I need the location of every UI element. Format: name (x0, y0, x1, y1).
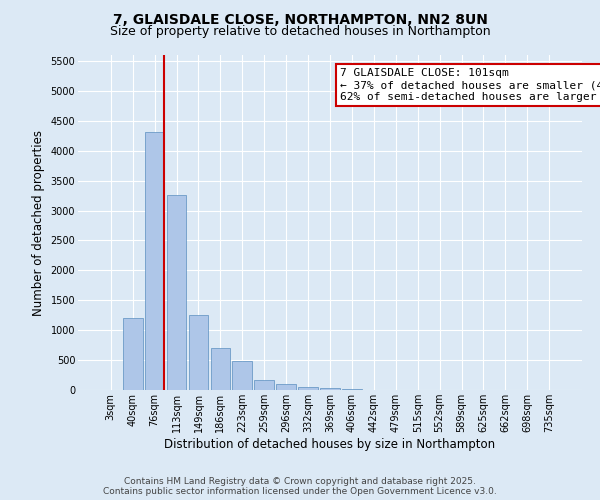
Bar (276, 384, 296, 390)
Bar (145, 132, 164, 390)
Text: Contains HM Land Registry data © Crown copyright and database right 2025.
Contai: Contains HM Land Registry data © Crown c… (103, 476, 497, 496)
Text: 7 GLAISDALE CLOSE: 101sqm
← 37% of detached houses are smaller (4,066)
62% of se: 7 GLAISDALE CLOSE: 101sqm ← 37% of detac… (340, 68, 600, 102)
Bar (167, 195, 187, 390)
Text: Size of property relative to detached houses in Northampton: Size of property relative to detached ho… (110, 25, 490, 38)
Bar (298, 386, 318, 390)
Bar (232, 362, 252, 390)
Bar (211, 348, 230, 390)
Bar (188, 315, 208, 390)
Bar (254, 380, 274, 390)
X-axis label: Distribution of detached houses by size in Northampton: Distribution of detached houses by size … (164, 438, 496, 451)
Y-axis label: Number of detached properties: Number of detached properties (32, 130, 45, 316)
Text: 7, GLAISDALE CLOSE, NORTHAMPTON, NN2 8UN: 7, GLAISDALE CLOSE, NORTHAMPTON, NN2 8UN (113, 12, 487, 26)
Bar (320, 388, 340, 390)
Bar (123, 318, 143, 390)
